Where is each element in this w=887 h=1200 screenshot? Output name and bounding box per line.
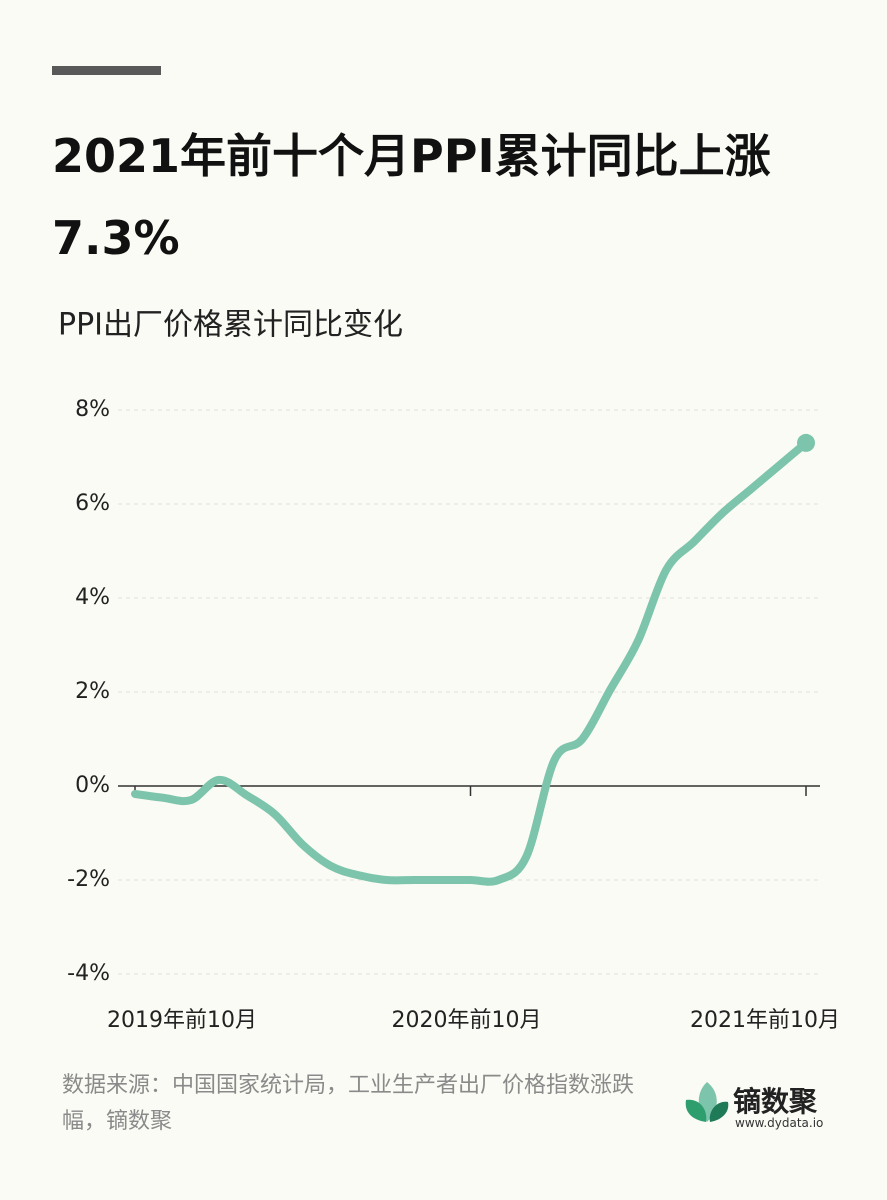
page-title: 2021年前十个月PPI累计同比上涨7.3% [52,129,771,265]
y-tick-label: 0% [75,773,110,798]
y-tick-label: -2% [67,867,110,892]
x-tick-label: 2020年前10月 [392,1008,542,1033]
accent-bar [52,66,161,75]
y-tick-label: 4% [75,585,110,610]
brand-url: www.dydata.io [735,1116,824,1130]
y-tick-label: 8% [75,397,110,422]
logo [685,1082,729,1122]
end-point [797,433,815,452]
brand: 镝数聚 [733,1085,818,1118]
y-tick-label: -4% [67,961,110,986]
x-tick-label: 2019年前10月 [107,1008,257,1033]
chart: PPI出厂价格累计同比变化 -4% -2% 0% 2% 4% 6% 8% 2019年前10月 2… [58,308,840,1034]
chart-title: PPI出厂价格累计同比变化 [58,308,403,343]
source-note: 数据来源：中国国家统计局，工业生产者出厂价格指数涨跌幅，镝数聚 [62,1073,635,1134]
y-tick-label: 2% [75,679,110,704]
x-tick-label: 2021年前10月 [690,1008,840,1033]
line-series [131,438,810,886]
y-tick-label: 6% [75,491,110,516]
